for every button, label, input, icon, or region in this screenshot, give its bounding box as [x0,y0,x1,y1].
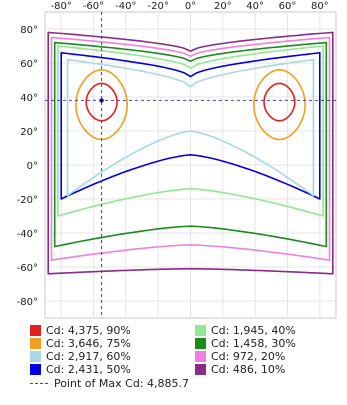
y-tick-label: 80° [20,25,38,36]
contour-line [50,36,331,261]
x-tick-label: 60° [279,1,297,12]
max-point-marker [99,98,104,103]
x-tick-label: -60° [83,1,104,12]
contour-line-right [263,82,296,122]
y-tick-label: 60° [20,59,38,70]
y-tick-label: -80° [17,297,38,308]
y-tick-label: 40° [20,93,38,104]
y-tick-label: -40° [17,229,38,240]
legend-swatch [30,351,41,362]
legend-item: Cd: 1,945, 40% [195,324,296,337]
legend-label: Cd: 2,917, 60% [46,350,131,363]
y-tick-label: -20° [17,195,38,206]
legend-item: Cd: 2,431, 50% [30,363,131,376]
contour-line [60,52,321,200]
contour-line-left [75,69,129,141]
legend-swatch [30,338,41,349]
dashed-line-swatch [30,383,48,384]
legend-item: Cd: 2,917, 60% [30,350,131,363]
contour-line [57,45,324,217]
legend-swatch [195,325,206,336]
legend-swatch [30,325,41,336]
legend-label: Cd: 3,646, 75% [46,337,131,350]
legend-label: Cd: 972, 20% [211,350,286,363]
legend-label: Cd: 2,431, 50% [46,363,131,376]
legend-item: Cd: 1,458, 30% [195,337,296,350]
legend-swatch [195,351,206,362]
legend-label: Cd: 1,458, 30% [211,337,296,350]
legend-swatch [195,338,206,349]
x-tick-label: -80° [50,1,71,12]
legend-label: Cd: 1,945, 40% [211,324,296,337]
legend-label: Cd: 486, 10% [211,363,286,376]
x-tick-label: 80° [311,1,329,12]
x-tick-label: -20° [147,1,168,12]
contour-line [66,58,315,197]
x-tick-label: 0° [185,1,196,12]
legend-item: Cd: 972, 20% [195,350,285,363]
x-tick-label: 40° [246,1,264,12]
legend-item: Cd: 4,375, 90% [30,324,131,337]
y-tick-label: 20° [20,127,38,138]
contour-line-left [85,82,118,122]
legend: Cd: 4,375, 90% Cd: 3,646, 75% Cd: 2,917,… [30,324,340,404]
y-tick-label: -60° [17,263,38,274]
contour-line [47,31,334,275]
x-tick-label: 20° [214,1,232,12]
contour-line [53,41,328,248]
max-point-label: Point of Max Cd: 4,885.7 [54,377,189,390]
legend-label: Cd: 4,375, 90% [46,324,131,337]
legend-item: Cd: 486, 10% [195,363,285,376]
legend-swatch [195,364,206,375]
max-point-legend: Point of Max Cd: 4,885.7 [30,377,189,390]
x-tick-label: -40° [115,1,136,12]
legend-item: Cd: 3,646, 75% [30,337,131,350]
contour-line-right [252,69,306,141]
legend-swatch [30,364,41,375]
y-tick-label: 0° [27,161,38,172]
